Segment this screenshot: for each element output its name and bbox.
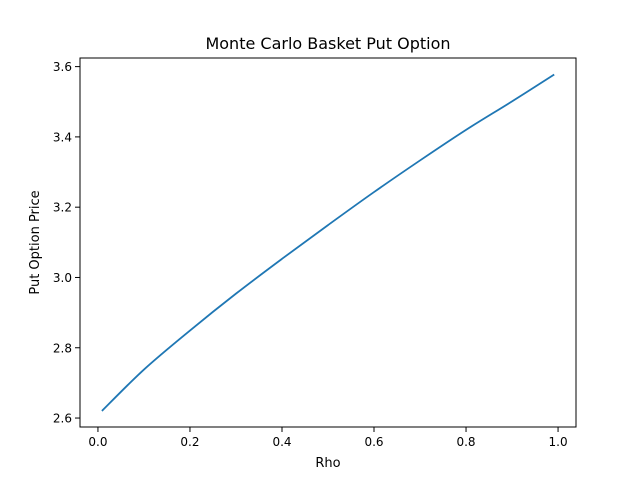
x-tick-label: 0.2 <box>180 435 199 449</box>
y-tick-label: 2.6 <box>53 412 72 426</box>
x-tick-label: 0.0 <box>88 435 107 449</box>
x-axis-label: Rho <box>315 456 340 471</box>
x-tick-label: 0.6 <box>364 435 383 449</box>
y-tick-label: 3.2 <box>53 201 72 215</box>
chart-title: Monte Carlo Basket Put Option <box>205 34 450 53</box>
series-layer <box>101 73 555 412</box>
y-tick-label: 2.8 <box>53 341 72 355</box>
x-tick-label: 0.4 <box>272 435 291 449</box>
x-axis: 0.0 0.2 0.4 0.6 0.8 1.0 <box>88 427 568 449</box>
x-tick-label: 1.0 <box>549 435 568 449</box>
plot-area <box>79 57 577 428</box>
x-tick-label: 0.8 <box>456 435 475 449</box>
y-tick-label: 3.0 <box>53 271 72 285</box>
y-tick-label: 3.6 <box>53 60 72 74</box>
y-tick-label: 3.4 <box>53 130 72 144</box>
axes-frame <box>79 57 577 428</box>
y-axis: 2.6 2.8 3.0 3.2 3.4 3.6 <box>53 60 80 426</box>
y-axis-label: Put Option Price <box>28 190 43 294</box>
series-line <box>101 73 555 412</box>
